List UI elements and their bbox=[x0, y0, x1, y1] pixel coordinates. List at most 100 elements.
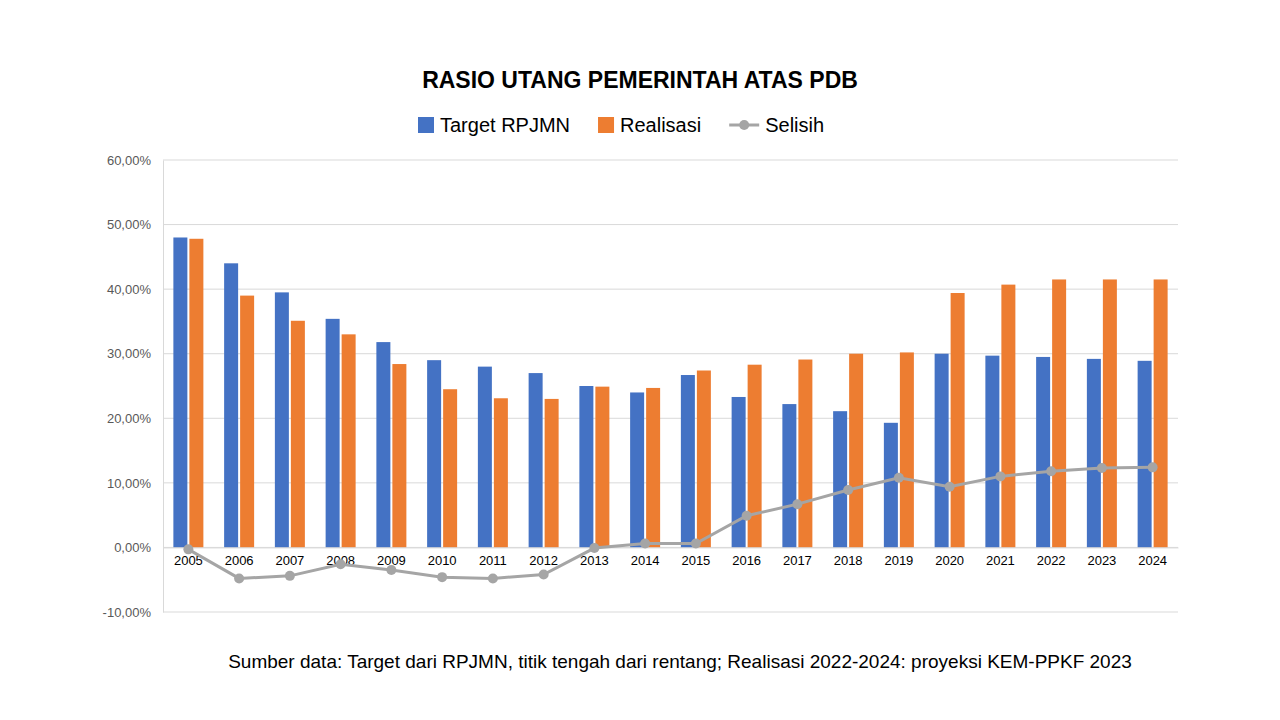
bar bbox=[291, 321, 305, 548]
y-tick: 10,00% bbox=[107, 476, 163, 491]
y-tick: 30,00% bbox=[107, 346, 163, 361]
bar-series bbox=[189, 239, 1167, 548]
marker bbox=[1148, 462, 1158, 472]
y-tick-label: 20,00% bbox=[107, 411, 152, 426]
marks bbox=[173, 237, 1167, 547]
x-tick: 2019 bbox=[884, 547, 913, 567]
x-tick: 2020 bbox=[935, 547, 964, 567]
chart: RASIO UTANG PEMERINTAH ATAS PDB-10,00%0,… bbox=[0, 0, 1280, 720]
bar bbox=[595, 387, 609, 548]
y-tick-label: 40,00% bbox=[107, 282, 152, 297]
bar-series bbox=[173, 237, 1151, 547]
legend-marker bbox=[739, 120, 749, 130]
legend-symbol bbox=[598, 117, 614, 133]
line bbox=[188, 467, 1152, 578]
bar bbox=[782, 404, 796, 547]
x-tick-label: 2012 bbox=[529, 553, 558, 568]
bar bbox=[748, 365, 762, 548]
bar bbox=[1103, 279, 1117, 547]
bar bbox=[1036, 357, 1050, 547]
x-tick-label: 2020 bbox=[935, 553, 964, 568]
grid-line bbox=[163, 482, 1178, 483]
bar bbox=[275, 292, 289, 547]
marker bbox=[945, 482, 955, 492]
y-tick-label: 10,00% bbox=[107, 476, 152, 491]
markers bbox=[183, 462, 1157, 583]
marker bbox=[1046, 466, 1056, 476]
x-tick: 2007 bbox=[275, 547, 304, 567]
bar bbox=[579, 386, 593, 547]
line-layer bbox=[183, 462, 1157, 583]
x-axis-line bbox=[164, 547, 1179, 548]
y-axis-line bbox=[163, 161, 164, 613]
grid-line bbox=[163, 612, 1178, 613]
grid-line bbox=[163, 224, 1178, 225]
grid-line bbox=[163, 289, 1178, 290]
bar bbox=[1052, 279, 1066, 547]
x-tick-label: 2006 bbox=[225, 553, 254, 568]
y-tick: 40,00% bbox=[107, 282, 163, 297]
x-tick: 2011 bbox=[479, 547, 507, 567]
grid-line bbox=[163, 160, 1178, 161]
grid-line bbox=[163, 353, 1178, 354]
marker bbox=[995, 471, 1005, 481]
bar bbox=[189, 239, 203, 548]
x-tick: 2014 bbox=[631, 547, 660, 567]
bar bbox=[173, 237, 187, 547]
y-tick-label: 50,00% bbox=[107, 217, 152, 232]
bar bbox=[1001, 285, 1015, 548]
x-tick: 2015 bbox=[681, 547, 710, 567]
x-tick: 2017 bbox=[783, 547, 812, 567]
y-tick-label: 30,00% bbox=[107, 346, 152, 361]
marker bbox=[285, 571, 295, 581]
grid bbox=[163, 160, 1178, 612]
bar bbox=[224, 263, 238, 547]
bar bbox=[494, 398, 508, 547]
marker bbox=[539, 570, 549, 580]
bar bbox=[1138, 361, 1152, 548]
marker bbox=[234, 573, 244, 583]
marker bbox=[488, 573, 498, 583]
bar bbox=[935, 354, 949, 548]
bar bbox=[545, 399, 559, 548]
bar bbox=[884, 423, 898, 548]
marker bbox=[1097, 463, 1107, 473]
bar bbox=[697, 371, 711, 548]
bar bbox=[646, 388, 660, 547]
x-tick-label: 2016 bbox=[732, 553, 761, 568]
bar bbox=[427, 360, 441, 547]
bar bbox=[478, 367, 492, 548]
x-tick: 2024 bbox=[1138, 547, 1167, 567]
grid-line bbox=[163, 547, 1178, 548]
legend-label: Selisih bbox=[765, 114, 824, 136]
plot: -10,00%0,00%10,00%20,00%30,00%40,00%50,0… bbox=[103, 153, 1179, 620]
x-tick: 2018 bbox=[834, 547, 863, 567]
x-tick-label: 2021 bbox=[986, 553, 1015, 568]
x-tick-label: 2014 bbox=[631, 553, 660, 568]
x-tick: 2006 bbox=[225, 547, 254, 567]
marker bbox=[843, 485, 853, 495]
legend: Target RPJMNRealisasiSelisih bbox=[418, 114, 824, 136]
marker bbox=[640, 539, 650, 549]
bar bbox=[342, 334, 356, 547]
y-tick-label: 0,00% bbox=[114, 540, 151, 555]
marker bbox=[792, 499, 802, 509]
marker bbox=[894, 473, 904, 483]
bar bbox=[951, 293, 965, 547]
x-tick-label: 2011 bbox=[479, 553, 507, 568]
y-tick: 0,00% bbox=[114, 540, 163, 555]
bar bbox=[392, 364, 406, 547]
x-tick-label: 2024 bbox=[1138, 553, 1167, 568]
y-tick: 60,00% bbox=[107, 153, 163, 168]
bar bbox=[849, 354, 863, 548]
x-tick: 2021 bbox=[986, 547, 1015, 567]
x-tick: 2023 bbox=[1087, 547, 1116, 567]
legend-label: Target RPJMN bbox=[440, 114, 570, 136]
marker bbox=[742, 511, 752, 521]
x-tick-label: 2010 bbox=[428, 553, 457, 568]
x-tick-label: 2007 bbox=[275, 553, 304, 568]
bar bbox=[443, 389, 457, 547]
bar bbox=[1154, 279, 1168, 547]
x-tick-label: 2022 bbox=[1037, 553, 1066, 568]
x-tick: 2016 bbox=[732, 547, 761, 567]
